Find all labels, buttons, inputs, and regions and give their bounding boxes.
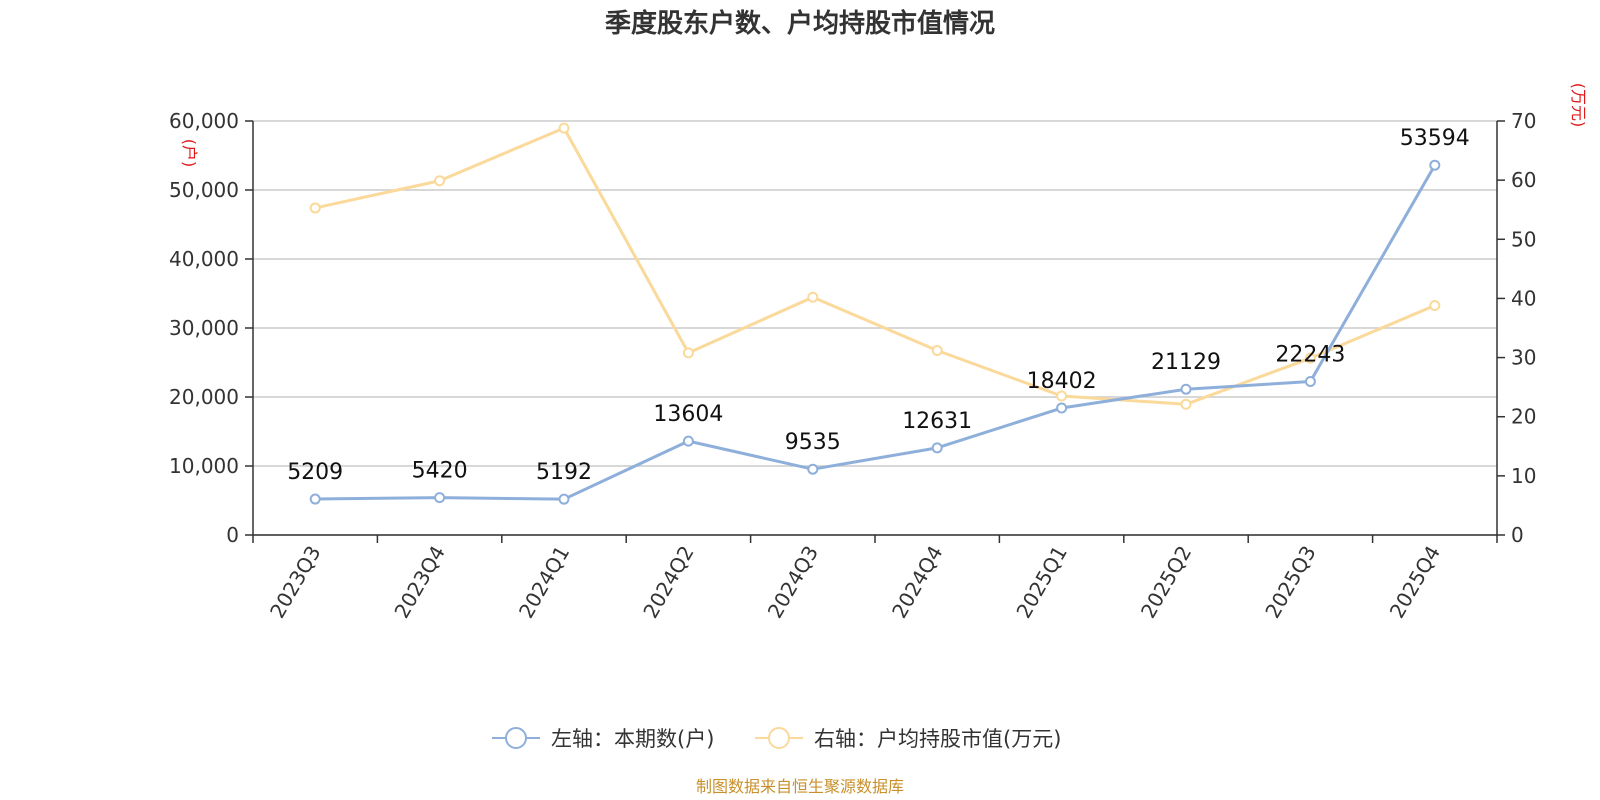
right-axis-tick-label: 50	[1511, 227, 1536, 251]
series-line-market-value	[313, 126, 1437, 406]
data-point-holders	[309, 493, 321, 505]
data-point-market-value	[931, 344, 943, 356]
data-point-market-value	[682, 347, 694, 359]
x-axis-tick-label: 2024Q2	[638, 542, 698, 623]
left-axis-tick-label: 30,000	[169, 316, 239, 340]
data-label-holders: 13604	[653, 402, 723, 427]
data-point-holders	[1304, 376, 1316, 388]
right-axis-tick-label: 0	[1511, 523, 1524, 547]
source-note: 制图数据来自恒生聚源数据库	[696, 777, 904, 796]
series-layer	[309, 122, 1441, 505]
left-axis-unit: (户)	[180, 139, 199, 168]
right-axis-tick-label: 60	[1511, 168, 1536, 192]
left-axis-tick-label: 10,000	[169, 454, 239, 478]
data-point-holders	[807, 463, 819, 475]
left-axis-tick-label: 0	[226, 523, 239, 547]
legend: 左轴：本期数(户) 右轴：户均持股市值(万元)	[492, 727, 1061, 751]
x-axis-tick-label: 2023Q4	[389, 542, 449, 623]
data-label-holders: 12631	[902, 409, 972, 434]
legend-marker-circle	[505, 727, 527, 749]
data-point-holders	[434, 492, 446, 504]
data-label-holders: 22243	[1275, 343, 1345, 368]
left-axis-tick-label: 50,000	[169, 178, 239, 202]
data-point-market-value	[1056, 390, 1068, 402]
data-point-market-value	[1304, 352, 1316, 364]
right-axis-tick-label: 70	[1511, 109, 1536, 133]
right-axis-tick-label: 20	[1511, 405, 1536, 429]
data-point-market-value	[434, 175, 446, 187]
data-point-holders	[1180, 383, 1192, 395]
legend-label: 左轴：本期数(户)	[551, 727, 714, 751]
right-axis-tick-label: 40	[1511, 286, 1536, 310]
right-axis-unit: (万元)	[1569, 83, 1588, 128]
legend-label: 右轴：户均持股市值(万元)	[814, 727, 1061, 751]
data-point-holders	[1056, 402, 1068, 414]
legend-item-series-2[interactable]: 右轴：户均持股市值(万元)	[755, 727, 1061, 751]
x-axis-tick-label: 2025Q1	[1011, 542, 1071, 623]
data-point-market-value	[558, 122, 570, 134]
data-label-holders: 9535	[785, 430, 841, 455]
x-axis-tick-label: 2024Q4	[887, 542, 947, 623]
data-label-holders: 5192	[536, 460, 592, 485]
data-point-market-value	[1180, 398, 1192, 410]
data-point-holders	[931, 442, 943, 454]
data-point-market-value	[807, 291, 819, 303]
data-point-market-value	[309, 202, 321, 214]
data-label-holders: 53594	[1400, 126, 1470, 151]
data-point-holders	[558, 493, 570, 505]
series-line-holders	[313, 163, 1437, 501]
right-axis-tick-label: 10	[1511, 464, 1536, 488]
right-axis-tick-label: 30	[1511, 346, 1536, 370]
left-axis-tick-label: 60,000	[169, 109, 239, 133]
x-axis-tick-label: 2025Q2	[1136, 542, 1196, 623]
data-labels: 5209 5420 5192 13604 9535 12631 18402 21129 2224…	[287, 126, 1470, 485]
left-axis-tick-label: 20,000	[169, 385, 239, 409]
left-axis-tick-label: 40,000	[169, 247, 239, 271]
data-label-holders: 18402	[1027, 369, 1097, 394]
data-point-holders	[682, 435, 694, 447]
chart-title: 季度股东户数、户均持股市值情况	[605, 8, 995, 39]
data-point-market-value	[1429, 300, 1441, 312]
x-axis-tick-label: 2023Q3	[265, 542, 325, 623]
data-point-holders	[1429, 159, 1441, 171]
data-label-holders: 21129	[1151, 350, 1221, 375]
x-axis-tick-label: 2025Q3	[1260, 542, 1320, 623]
legend-marker-circle	[768, 727, 790, 749]
legend-item-series-1[interactable]: 左轴：本期数(户)	[492, 727, 714, 751]
x-axis-tick-label: 2024Q1	[514, 542, 574, 623]
grid-lines	[253, 120, 1497, 536]
x-axis-tick-label: 2024Q3	[763, 542, 823, 623]
data-label-holders: 5420	[412, 459, 468, 484]
x-axis-tick-label: 2025Q4	[1385, 542, 1445, 623]
data-label-holders: 5209	[287, 460, 343, 485]
